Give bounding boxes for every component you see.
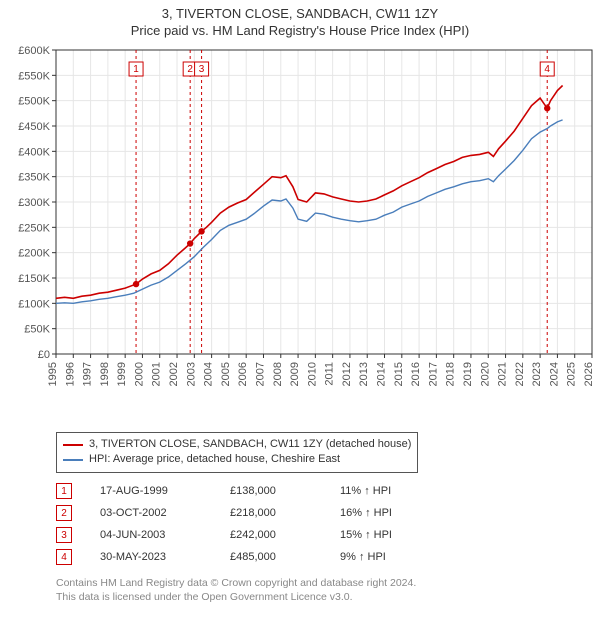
x-tick-label: 2015 (393, 362, 405, 386)
x-tick-label: 2001 (151, 362, 163, 386)
sales-hpi: 11% ↑ HPI (340, 485, 450, 497)
x-tick-label: 2007 (254, 362, 266, 386)
x-tick-label: 2022 (514, 362, 526, 386)
x-tick-label: 2000 (133, 362, 145, 386)
titles: 3, TIVERTON CLOSE, SANDBACH, CW11 1ZY Pr… (0, 0, 600, 38)
x-tick-label: 2011 (324, 362, 336, 386)
sales-row: 3 04-JUN-2003£242,00015% ↑ HPI (56, 524, 450, 546)
x-tick-label: 2025 (566, 362, 578, 386)
y-tick-label: £300K (18, 197, 50, 209)
y-tick-label: £100K (18, 298, 50, 310)
y-tick-label: £350K (18, 172, 50, 184)
sales-price: £138,000 (230, 485, 340, 497)
x-tick-label: 2003 (185, 362, 197, 386)
sales-price: £242,000 (230, 529, 340, 541)
sales-price: £485,000 (230, 551, 340, 563)
x-tick-label: 2024 (548, 362, 560, 386)
legend-row-hpi: HPI: Average price, detached house, Ches… (63, 452, 411, 467)
y-tick-label: £550K (18, 70, 50, 82)
x-tick-label: 2006 (237, 362, 249, 386)
x-tick-label: 1996 (64, 362, 76, 386)
sales-table: 1 17-AUG-1999£138,00011% ↑ HPI 2 03-OCT-200… (56, 480, 450, 568)
sales-num-box: 2 (56, 505, 72, 521)
x-tick-label: 1995 (47, 362, 59, 386)
sales-num-box: 1 (56, 483, 72, 499)
y-tick-label: £50K (24, 324, 50, 336)
x-tick-label: 2021 (497, 362, 509, 386)
sale-marker-num: 4 (544, 64, 550, 75)
x-tick-label: 2019 (462, 362, 474, 386)
x-tick-label: 1997 (82, 362, 94, 386)
legend-row-property: 3, TIVERTON CLOSE, SANDBACH, CW11 1ZY (d… (63, 437, 411, 452)
y-tick-label: £250K (18, 222, 50, 234)
title-subtitle: Price paid vs. HM Land Registry's House … (0, 23, 600, 38)
x-tick-label: 2010 (306, 362, 318, 386)
x-tick-label: 2012 (341, 362, 353, 386)
x-tick-label: 2004 (203, 362, 215, 386)
x-tick-label: 2026 (583, 362, 595, 386)
sales-num-box: 3 (56, 527, 72, 543)
footer-line1: Contains HM Land Registry data © Crown c… (56, 576, 416, 590)
sales-hpi: 9% ↑ HPI (340, 551, 450, 563)
x-tick-label: 2016 (410, 362, 422, 386)
sales-row: 1 17-AUG-1999£138,00011% ↑ HPI (56, 480, 450, 502)
sale-dot (133, 281, 139, 287)
sales-date: 30-MAY-2023 (100, 551, 230, 563)
sales-date: 04-JUN-2003 (100, 529, 230, 541)
footer-line2: This data is licensed under the Open Gov… (56, 590, 416, 604)
legend-label-hpi: HPI: Average price, detached house, Ches… (89, 452, 340, 467)
legend-label-property: 3, TIVERTON CLOSE, SANDBACH, CW11 1ZY (d… (89, 437, 411, 452)
chart-container: 3, TIVERTON CLOSE, SANDBACH, CW11 1ZY Pr… (0, 0, 600, 620)
x-tick-label: 2018 (445, 362, 457, 386)
x-tick-label: 2020 (479, 362, 491, 386)
x-tick-label: 1998 (99, 362, 111, 386)
sales-price: £218,000 (230, 507, 340, 519)
y-tick-label: £400K (18, 146, 50, 158)
legend-swatch-property (63, 444, 83, 446)
sales-num-box: 4 (56, 549, 72, 565)
y-tick-label: £450K (18, 121, 50, 133)
sale-dot (187, 240, 193, 246)
y-tick-label: £0 (38, 349, 50, 361)
y-tick-label: £200K (18, 248, 50, 260)
y-tick-label: £500K (18, 96, 50, 108)
y-tick-label: £600K (18, 45, 50, 57)
y-tick-label: £150K (18, 273, 50, 285)
sale-dot (198, 228, 204, 234)
x-tick-label: 2023 (531, 362, 543, 386)
x-tick-label: 2013 (358, 362, 370, 386)
sales-hpi: 16% ↑ HPI (340, 507, 450, 519)
footer: Contains HM Land Registry data © Crown c… (56, 576, 416, 604)
x-tick-label: 2008 (272, 362, 284, 386)
sales-hpi: 15% ↑ HPI (340, 529, 450, 541)
sales-row: 4 30-MAY-2023£485,0009% ↑ HPI (56, 546, 450, 568)
x-tick-label: 2017 (427, 362, 439, 386)
x-tick-label: 2009 (289, 362, 301, 386)
legend: 3, TIVERTON CLOSE, SANDBACH, CW11 1ZY (d… (56, 432, 418, 473)
sales-date: 17-AUG-1999 (100, 485, 230, 497)
sales-date: 03-OCT-2002 (100, 507, 230, 519)
sale-marker-num: 1 (133, 64, 139, 75)
x-tick-label: 2002 (168, 362, 180, 386)
sale-marker-num: 3 (199, 64, 205, 75)
sale-dot (544, 105, 550, 111)
x-tick-label: 2005 (220, 362, 232, 386)
x-tick-label: 2014 (376, 362, 388, 386)
chart: £0 £50K £100K £150K £200K £250K £300K £350K £400… (0, 44, 600, 424)
sales-row: 2 03-OCT-2002£218,00016% ↑ HPI (56, 502, 450, 524)
sale-marker-num: 2 (187, 64, 193, 75)
chart-svg: £0 £50K £100K £150K £200K £250K £300K £350K £400… (0, 44, 600, 424)
legend-swatch-hpi (63, 459, 83, 461)
title-address: 3, TIVERTON CLOSE, SANDBACH, CW11 1ZY (0, 6, 600, 21)
x-tick-label: 1999 (116, 362, 128, 386)
